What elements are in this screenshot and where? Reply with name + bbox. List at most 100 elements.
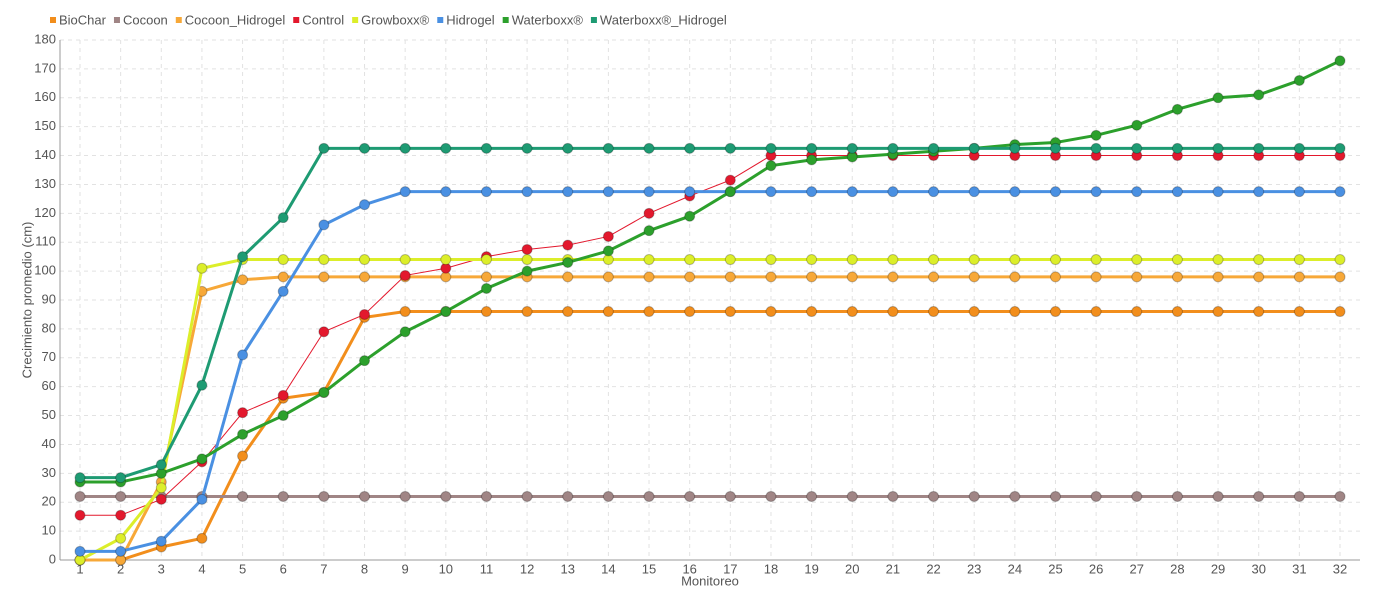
data-point [196,453,208,465]
data-point [1009,306,1021,318]
data-point [1253,186,1265,198]
data-point [1253,89,1265,101]
data-point [562,306,574,318]
data-point [1131,186,1143,198]
data-point [480,142,492,154]
data-point [1009,186,1021,198]
data-point [277,212,289,224]
data-point [1212,92,1224,104]
data-point [968,271,980,283]
data-point [765,254,777,266]
data-point [399,306,411,318]
data-point [806,271,818,283]
legend-label: Growboxx® [361,12,430,27]
data-point [643,306,655,318]
data-point [359,490,371,502]
x-tick-label: 11 [480,561,494,576]
legend-label: Cocoon_Hidrogel [185,12,286,27]
data-point [1049,142,1061,154]
data-point [1049,306,1061,318]
data-point [765,271,777,283]
series-line [80,310,1340,562]
x-tick-label: 13 [561,561,575,576]
data-point [1090,142,1102,154]
data-point [562,256,574,268]
data-point [480,254,492,266]
data-point [643,254,655,266]
x-tick-label: 26 [1089,561,1103,576]
data-point [115,532,127,544]
data-point [237,251,249,263]
data-point [237,349,249,361]
x-tick-label: 29 [1211,561,1225,576]
data-point [1131,306,1143,318]
data-point [1090,186,1102,198]
data-point [1171,254,1183,266]
data-point [237,428,249,440]
data-point [277,285,289,297]
x-tick-label: 16 [682,561,696,576]
data-point [724,254,736,266]
data-point [399,254,411,266]
y-tick-label: 180 [34,31,56,46]
data-point [887,306,899,318]
data-point [1212,254,1224,266]
series-line [80,155,1340,516]
y-tick-label: 120 [34,205,56,220]
data-point [1131,490,1143,502]
data-point [74,472,86,484]
series-line [80,146,1340,480]
data-point [399,142,411,154]
x-tick-label: 27 [1130,561,1144,576]
data-point [480,306,492,318]
data-point [643,207,655,219]
data-point [399,269,411,281]
data-point [602,230,614,242]
y-tick-label: 170 [34,60,56,75]
legend-label: Waterboxx®_Hidrogel [600,12,727,27]
data-point [806,186,818,198]
legend-swatch [50,17,56,23]
data-point [521,490,533,502]
data-point [846,271,858,283]
legend-swatch [293,17,300,23]
data-point [440,254,452,266]
data-point [318,142,330,154]
data-point [602,306,614,318]
data-point [684,142,696,154]
data-point [196,262,208,274]
data-point [1253,306,1265,318]
x-tick-label: 4 [198,561,205,576]
y-tick-label: 40 [42,436,56,451]
data-point [1253,254,1265,266]
data-point [968,490,980,502]
data-point [928,306,940,318]
data-point [196,493,208,505]
data-point [480,271,492,283]
series-line [80,275,1340,562]
data-point [1293,271,1305,283]
y-tick-label: 0 [49,551,56,566]
series-line [80,59,1341,484]
data-point [1334,186,1346,198]
data-point [1009,142,1021,154]
data-point [1334,254,1346,266]
data-point [1334,55,1346,67]
series [74,271,1346,566]
data-point [1131,271,1143,283]
data-point [684,210,696,222]
data-point [1009,271,1021,283]
data-point [887,254,899,266]
data-point [155,459,167,471]
data-point [724,174,736,186]
x-tick-label: 10 [439,561,453,576]
series [74,254,1346,566]
data-point [440,490,452,502]
data-point [928,271,940,283]
data-point [74,490,86,502]
data-point [74,509,86,521]
data-point [1171,142,1183,154]
data-point [359,199,371,211]
data-point [562,239,574,251]
data-point [237,274,249,286]
